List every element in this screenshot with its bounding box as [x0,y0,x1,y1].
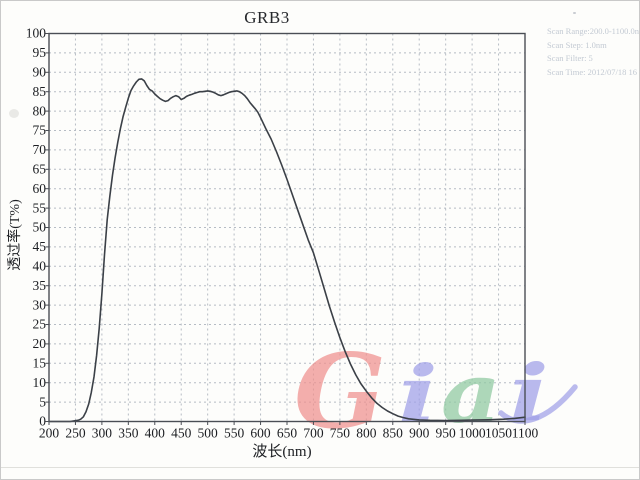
x-axis-label: 波长(nm) [252,444,312,460]
x-tick-label: 700 [303,426,324,441]
y-tick-label: 45 [33,239,47,254]
y-tick-label: 0 [39,414,46,429]
y-tick-label: 100 [26,26,47,41]
scan-edge-line [1,467,639,468]
scan-noise-speck [573,12,576,14]
x-tick-label: 500 [198,426,219,441]
y-tick-label: 95 [33,45,47,60]
x-tick-label: 650 [277,426,298,441]
y-tick-label: 75 [33,123,47,138]
y-tick-label: 5 [39,394,46,409]
chart-title: GRB3 [244,8,290,27]
y-tick-label: 80 [33,103,47,118]
x-tick-label: 950 [436,426,457,441]
y-axis-label: 透过率(T%) [8,199,23,271]
x-tick-label: 250 [65,426,86,441]
y-tick-label: 35 [33,278,47,293]
watermark-letter: i [509,348,549,439]
y-tick-label: 15 [33,356,47,371]
y-tick-label: 50 [33,220,47,235]
x-tick-label: 450 [171,426,192,441]
y-tick-label: 60 [33,181,47,196]
y-tick-label: 55 [33,200,47,215]
watermark-letter: i [398,349,438,440]
y-tick-label: 30 [33,297,47,312]
watermark-swash [498,384,578,424]
scan-step-text: Scan Step: 1.0nm [547,39,607,50]
y-tick-label: 90 [33,65,47,80]
scan-info-block: Scan Range:200.0-1100.0nm Scan Step: 1.0… [547,25,640,79]
y-tick-label: 25 [33,317,47,332]
x-tick-label: 200 [39,426,60,441]
x-tick-label: 400 [145,426,166,441]
x-tick-label: 550 [224,426,245,441]
watermark-letter: G [294,332,386,452]
x-tick-label: 800 [356,426,377,441]
y-tick-label: 10 [33,375,47,390]
x-tick-label: 1000 [459,426,486,441]
x-tick-label: 1100 [512,426,539,441]
x-tick-label: 750 [330,426,351,441]
x-tick-label: 350 [118,426,139,441]
y-tick-label: 40 [33,259,47,274]
watermark-letter: a [441,346,501,442]
scan-filter-text: Scan Filter: 5 [547,53,593,63]
x-tick-label: 850 [383,426,404,441]
y-tick-label: 20 [33,336,47,351]
scan-range-text: Scan Range:200.0-1100.0nm [547,26,640,36]
y-tick-label: 85 [33,84,47,99]
transmission-curve [48,78,526,423]
x-tick-label: 600 [250,426,271,441]
x-tick-label: 900 [409,426,430,441]
y-tick-label: 65 [33,162,47,177]
y-tick-label: 70 [33,142,47,157]
scan-noise-smudge [9,109,19,118]
scan-time-text: Scan Time: 2012/07/18 16 [547,66,637,77]
x-tick-label: 1050 [485,426,512,441]
x-tick-label: 300 [92,426,113,441]
